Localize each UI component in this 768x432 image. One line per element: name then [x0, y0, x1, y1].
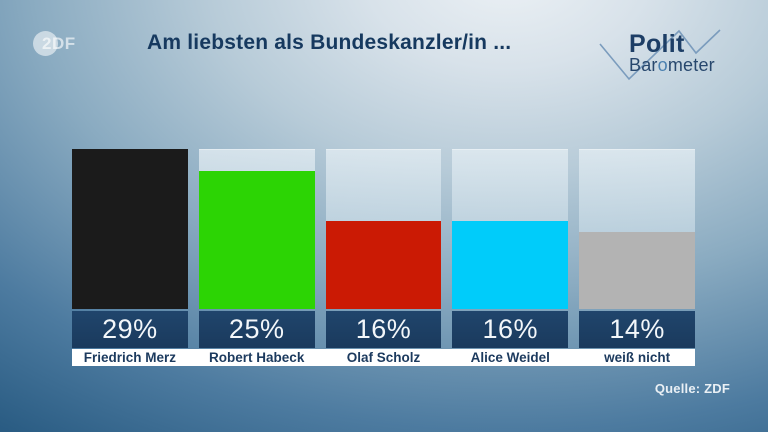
bar-fill-3 — [452, 220, 569, 309]
value-badge-0: 29% — [72, 311, 188, 348]
bar-track-4 — [579, 149, 695, 309]
bar-track-2 — [325, 149, 442, 309]
value-badge-2: 16% — [325, 311, 442, 348]
zdf-logo: 2DF — [33, 31, 95, 57]
polit-logo-line1: Polit — [629, 30, 685, 58]
category-label-1: Robert Habeck — [209, 350, 305, 365]
zigzag-line-icon — [599, 29, 721, 81]
value-badge-4: 14% — [579, 311, 695, 348]
polit-logo-line2-o: o — [657, 55, 668, 75]
bar-fill-4 — [579, 231, 695, 309]
value-badge-3: 16% — [452, 311, 569, 348]
bar-fill-0 — [72, 149, 188, 309]
page-title: Am liebsten als Bundeskanzler/in ... — [147, 31, 512, 54]
category-label-2: Olaf Scholz — [346, 350, 421, 365]
category-label-4: weiß nicht — [604, 350, 671, 365]
value-row: 29% 25% 16% 16% 14% — [72, 311, 695, 348]
category-label-0: Friedrich Merz — [83, 350, 177, 365]
polit-logo-line2-a: Bar — [629, 55, 658, 75]
bar-track-0 — [72, 149, 188, 309]
category-label-strip: Friedrich Merz Robert Habeck Olaf Scholz… — [72, 349, 695, 366]
zdf-circle-icon — [33, 31, 58, 56]
bar-track-1 — [198, 149, 315, 309]
value-badge-1: 25% — [198, 311, 315, 348]
bar-fill-2 — [325, 220, 442, 309]
source-credit: Quelle: ZDF — [654, 381, 730, 396]
zdf-logo-text: 2DF — [42, 33, 76, 53]
polit-logo-line2: Barometer — [629, 55, 715, 76]
polit-logo-line2-c: meter — [667, 55, 715, 75]
category-label-3: Alice Weidel — [470, 350, 550, 365]
polit-barometer-logo: Polit Barometer — [588, 14, 756, 86]
bar-track-3 — [452, 149, 569, 309]
bar-chart — [72, 149, 695, 309]
bar-fill-1 — [198, 171, 315, 309]
